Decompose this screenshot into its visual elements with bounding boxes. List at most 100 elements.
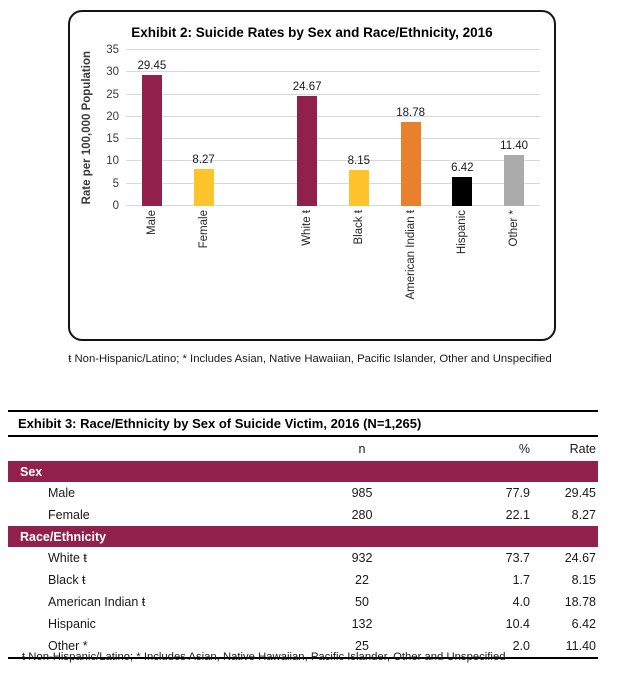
bar-value-white: 24.67 (292, 81, 322, 94)
slot-white: 24.67 (281, 50, 333, 206)
bar-value-hispanic: 6.42 (451, 162, 474, 175)
bar-value-male: 29.45 (137, 59, 167, 72)
cell-pct-other: 2.0 (512, 639, 530, 653)
table-row-female: Female 280 22.1 8.27 (8, 504, 598, 526)
bar-male (141, 74, 162, 206)
gridline-30 (126, 71, 540, 73)
y-axis-label: Rate per 100,000 Population (81, 51, 93, 205)
table-row-other: Other * 25 2.0 11.40 (8, 635, 598, 657)
table-footnote: ŧ Non-Hispanic/Latino; * Includes Asian,… (22, 651, 506, 663)
cell-pct-black: 1.7 (512, 573, 530, 587)
chart-footnote: ŧ Non-Hispanic/Latino; * Includes Asian,… (68, 353, 552, 365)
y-tick-5: 5 (112, 177, 119, 190)
xlabel-spacer (230, 210, 282, 322)
bar-value-female: 8.27 (192, 154, 215, 167)
cell-pct-male: 77.9 (505, 486, 530, 500)
xslot-hispanic: Hispanic (437, 210, 489, 322)
xslot-male: Male (126, 210, 178, 322)
xslot-female: Female (178, 210, 230, 322)
bar-female (193, 169, 214, 206)
cell-label-male: Male (48, 486, 76, 500)
cell-n-male: 985 (351, 486, 373, 500)
bar-value-other: 11.40 (500, 140, 529, 153)
bar-hispanic (452, 177, 473, 206)
x-label-other: Other * (508, 210, 521, 247)
gridline-0 (126, 205, 540, 206)
slot-spacer (230, 50, 282, 206)
exhibit2-chart: Exhibit 2: Suicide Rates by Sex and Race… (68, 10, 556, 341)
y-axis-ticks: 0 5 10 15 20 25 30 35 (96, 44, 126, 212)
xslot-black: Black ŧ (333, 210, 385, 322)
x-label-american-indian: American Indian ŧ (404, 210, 417, 300)
bar-american-indian (400, 122, 421, 206)
slot-male: 29.45 (126, 50, 178, 206)
bar-white (297, 96, 318, 206)
chart-title: Exhibit 2: Suicide Rates by Sex and Race… (131, 25, 493, 40)
table-body: Sex Male 985 77.9 29.45 Female 280 22.1 8.27 Race… (8, 461, 598, 657)
xslot-white: White ŧ (281, 210, 333, 322)
cell-label-black: Black ŧ (48, 573, 86, 587)
section-band-sex: Sex (8, 461, 598, 482)
gridline-10 (126, 160, 540, 162)
x-label-black: Black ŧ (352, 210, 365, 245)
column-header-n: n (358, 442, 366, 456)
y-tick-0: 0 (112, 200, 119, 212)
bar-other (504, 155, 525, 206)
cell-pct-white: 73.7 (505, 551, 530, 565)
slot-hispanic: 6.42 (437, 50, 489, 206)
y-tick-20: 20 (106, 110, 119, 123)
table-row-hispanic: Hispanic 132 10.4 6.42 (8, 613, 598, 635)
cell-n-black: 22 (355, 573, 369, 587)
gridline-35 (126, 49, 540, 50)
cell-label-female: Female (48, 508, 90, 522)
xslot-american-indian: American Indian ŧ (385, 210, 437, 322)
cell-rate-hispanic: 6.42 (571, 617, 596, 631)
x-label-hispanic: Hispanic (456, 210, 469, 255)
x-axis-labels: Male Female White ŧ Black ŧ American Indian … (126, 210, 540, 322)
cell-pct-american-indian: 4.0 (512, 595, 530, 609)
x-label-white: White ŧ (301, 210, 314, 246)
cell-n-american-indian: 50 (355, 595, 369, 609)
slot-american-indian: 18.78 (385, 50, 437, 206)
cell-n-other: 25 (355, 639, 369, 653)
table-row-black: Black ŧ 22 1.7 8.15 (8, 569, 598, 591)
cell-pct-female: 22.1 (505, 508, 530, 522)
bars-row: 29.45 8.27 24.67 8.15 18.78 6.42 11.40 (126, 50, 540, 206)
slot-female: 8.27 (178, 50, 230, 206)
y-tick-15: 15 (106, 133, 119, 146)
chart-plot-area: Rate per 100,000 Population 0 5 10 15 20 25 30… (78, 44, 540, 212)
cell-rate-american-indian: 18.78 (564, 595, 596, 609)
bar-value-black: 8.15 (347, 154, 371, 167)
table-row-white: White ŧ 932 73.7 24.67 (8, 547, 598, 569)
y-tick-10: 10 (106, 155, 119, 168)
cell-rate-white: 24.67 (564, 551, 596, 565)
exhibit3-table: Exhibit 3: Race/Ethnicity by Sex of Suic… (8, 410, 598, 659)
cell-n-white: 932 (351, 551, 373, 565)
section-band-race-ethnicity: Race/Ethnicity (8, 526, 598, 547)
bar-black (348, 169, 369, 206)
y-tick-25: 25 (106, 88, 119, 101)
column-header-rate: Rate (569, 442, 596, 456)
table-row-male: Male 985 77.9 29.45 (8, 482, 598, 504)
slot-black: 8.15 (333, 50, 385, 206)
x-label-female: Female (197, 210, 210, 249)
cell-rate-female: 8.27 (571, 508, 596, 522)
cell-rate-black: 8.15 (571, 573, 596, 587)
plot: 29.45 8.27 24.67 8.15 18.78 6.42 11.40 (126, 49, 540, 206)
table-header-row: n % Rate (8, 437, 598, 461)
slot-other: 11.40 (488, 50, 540, 206)
y-tick-35: 35 (106, 44, 119, 56)
cell-n-female: 280 (351, 508, 373, 522)
y-axis-label-wrap: Rate per 100,000 Population (78, 50, 96, 206)
cell-label-american-indian: American Indian ŧ (48, 595, 146, 609)
gridline-5 (126, 182, 540, 184)
cell-rate-male: 29.45 (564, 486, 596, 500)
cell-label-other: Other * (48, 639, 88, 653)
cell-label-white: White ŧ (48, 551, 87, 565)
column-header-pct: % (518, 442, 530, 456)
cell-n-hispanic: 132 (351, 617, 373, 631)
y-tick-30: 30 (106, 66, 119, 79)
x-label-male: Male (145, 210, 158, 235)
table-row-american-indian: American Indian ŧ 50 4.0 18.78 (8, 591, 598, 613)
